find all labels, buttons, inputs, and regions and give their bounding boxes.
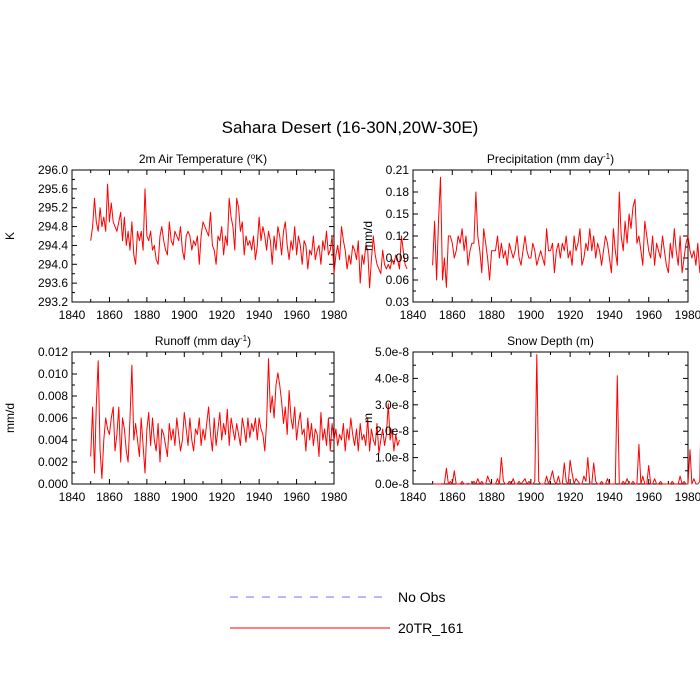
y-tick-label: 294.8 <box>38 220 68 234</box>
x-tick-label: 1980 <box>321 490 348 504</box>
y-tick-label: 0.03 <box>386 295 410 309</box>
y-tick-label: 0.09 <box>386 251 410 265</box>
panel-title: 2m Air Temperature (oK) <box>139 152 267 167</box>
y-tick-label: 293.6 <box>38 276 68 290</box>
x-tick-label: 1880 <box>478 308 505 322</box>
x-tick-label: 1960 <box>283 308 310 322</box>
y-tick-label: 0.010 <box>38 367 68 381</box>
x-tick-label: 1920 <box>557 308 584 322</box>
x-tick-label: 1960 <box>635 308 662 322</box>
y-tick-label: 0.002 <box>38 455 68 469</box>
x-tick-label: 1920 <box>557 490 584 504</box>
series-line-20tr-161 <box>90 358 400 479</box>
y-tick-label: 0.06 <box>386 273 410 287</box>
y-axis-label: mm/d <box>3 403 17 433</box>
y-tick-label: 293.2 <box>38 295 68 309</box>
panel-snow-depth: 1840 1860 1880 1900 1920 1940 1960 1980 0.0e-8 1.… <box>361 334 700 504</box>
panel-title: Precipitation (mm day-1) <box>487 152 614 167</box>
x-tick-label: 1940 <box>596 308 623 322</box>
x-tick-label: 1840 <box>400 490 427 504</box>
panel-title: Snow Depth (m) <box>507 334 594 348</box>
x-tick-label: 1960 <box>635 490 662 504</box>
x-tick-label: 1880 <box>478 490 505 504</box>
y-tick-label: 0.004 <box>38 433 68 447</box>
figure-title: Sahara Desert (16-30N,20W-30E) <box>222 118 479 137</box>
x-tick-label: 1860 <box>439 490 466 504</box>
series-line-20tr-161 <box>432 354 700 485</box>
x-tick-label: 1840 <box>59 308 86 322</box>
legend-label-no-obs: No Obs <box>398 589 445 605</box>
x-tick-label: 1980 <box>321 308 348 322</box>
y-tick-label: 295.2 <box>38 201 68 215</box>
x-tick-label: 1980 <box>675 308 700 322</box>
panel-temperature: 1840 1860 1880 1900 1920 1940 1960 1980 293.2 293… <box>3 152 408 322</box>
y-tick-label: 294.0 <box>38 257 68 271</box>
panel-precipitation: 1840 1860 1880 1900 1920 1940 1960 1980 0.03 0.06… <box>361 152 700 322</box>
series-line-20tr-161 <box>90 183 408 289</box>
y-tick-label: 0.006 <box>38 411 68 425</box>
y-tick-label: 3.0e-8 <box>375 398 409 412</box>
x-tick-label: 1940 <box>246 308 273 322</box>
x-tick-label: 1860 <box>439 308 466 322</box>
x-tick-label: 1980 <box>675 490 700 504</box>
x-tick-label: 1880 <box>134 308 161 322</box>
y-tick-label: 0.15 <box>386 207 410 221</box>
x-tick-label: 1860 <box>96 308 123 322</box>
x-tick-label: 1920 <box>208 490 235 504</box>
y-tick-label: 4.0e-8 <box>375 371 409 385</box>
y-tick-label: 0.18 <box>386 185 410 199</box>
y-axis-label: m <box>361 413 375 423</box>
x-tick-label: 1940 <box>246 490 273 504</box>
series-line-20tr-161 <box>432 176 700 288</box>
panel-title: Runoff (mm day-1) <box>155 334 251 349</box>
x-tick-label: 1900 <box>171 308 198 322</box>
x-tick-label: 1900 <box>518 490 545 504</box>
y-tick-label: 0.12 <box>386 229 410 243</box>
x-tick-label: 1920 <box>208 308 235 322</box>
x-tick-label: 1960 <box>283 490 310 504</box>
y-tick-label: 0.008 <box>38 389 68 403</box>
y-tick-label: 0.21 <box>386 163 410 177</box>
panel-runoff: 1840 1860 1880 1900 1920 1940 1960 1980 0.000 0.0… <box>3 334 400 504</box>
y-tick-label: 0.012 <box>38 345 68 359</box>
x-tick-label: 1840 <box>400 308 427 322</box>
y-tick-label: 5.0e-8 <box>375 345 409 359</box>
x-tick-label: 1900 <box>171 490 198 504</box>
y-tick-label: 294.4 <box>38 238 68 252</box>
x-tick-label: 1940 <box>596 490 623 504</box>
legend-label-20tr-161: 20TR_161 <box>398 620 464 636</box>
y-tick-label: 295.6 <box>38 182 68 196</box>
x-tick-label: 1900 <box>518 308 545 322</box>
y-tick-label: 0.0e-8 <box>375 477 409 491</box>
x-tick-label: 1880 <box>134 490 161 504</box>
y-axis-label: K <box>3 232 17 240</box>
panels-group: 1840 1860 1880 1900 1920 1940 1960 1980 293.2 293… <box>3 152 700 504</box>
y-tick-label: 2.0e-8 <box>375 424 409 438</box>
y-tick-label: 1.0e-8 <box>375 451 409 465</box>
y-tick-label: 296.0 <box>38 163 68 177</box>
y-tick-label: 0.000 <box>38 477 68 491</box>
y-axis-label: mm/d <box>361 221 375 251</box>
x-tick-label: 1860 <box>96 490 123 504</box>
x-tick-label: 1840 <box>59 490 86 504</box>
legend: No Obs 20TR_161 <box>230 589 464 636</box>
